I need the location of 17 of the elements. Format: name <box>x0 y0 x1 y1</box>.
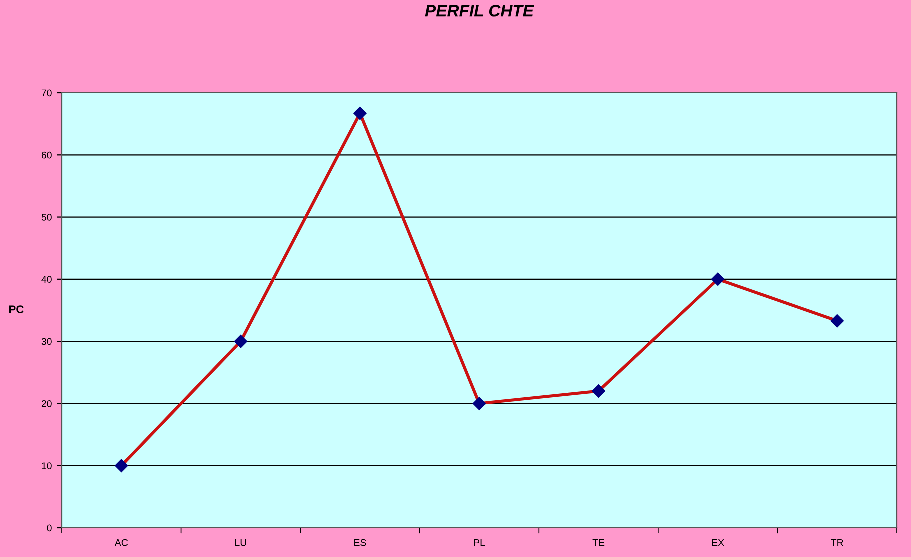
y-tick-label: 70 <box>42 90 52 97</box>
x-tick-label: LU <box>236 539 246 546</box>
y-tick-label: 0 <box>47 524 52 532</box>
x-tick-label: TR <box>831 539 844 546</box>
y-tick-label: 40 <box>42 276 52 284</box>
x-tick-label: PL <box>474 539 486 546</box>
y-tick-label: 10 <box>42 462 52 470</box>
y-tick-label: 30 <box>42 338 52 346</box>
y-tick-label: 20 <box>42 400 52 408</box>
x-tick-label: AC <box>114 539 128 546</box>
x-tick-label: TE <box>592 539 605 546</box>
y-tick-label: 60 <box>42 152 52 159</box>
x-tick-label: ES <box>354 539 366 546</box>
y-axis-title: PC <box>9 306 24 314</box>
chart-title: PERFIL CHTE <box>425 4 534 17</box>
y-tick-label: 50 <box>42 214 52 221</box>
x-tick-label: EX <box>712 539 724 546</box>
